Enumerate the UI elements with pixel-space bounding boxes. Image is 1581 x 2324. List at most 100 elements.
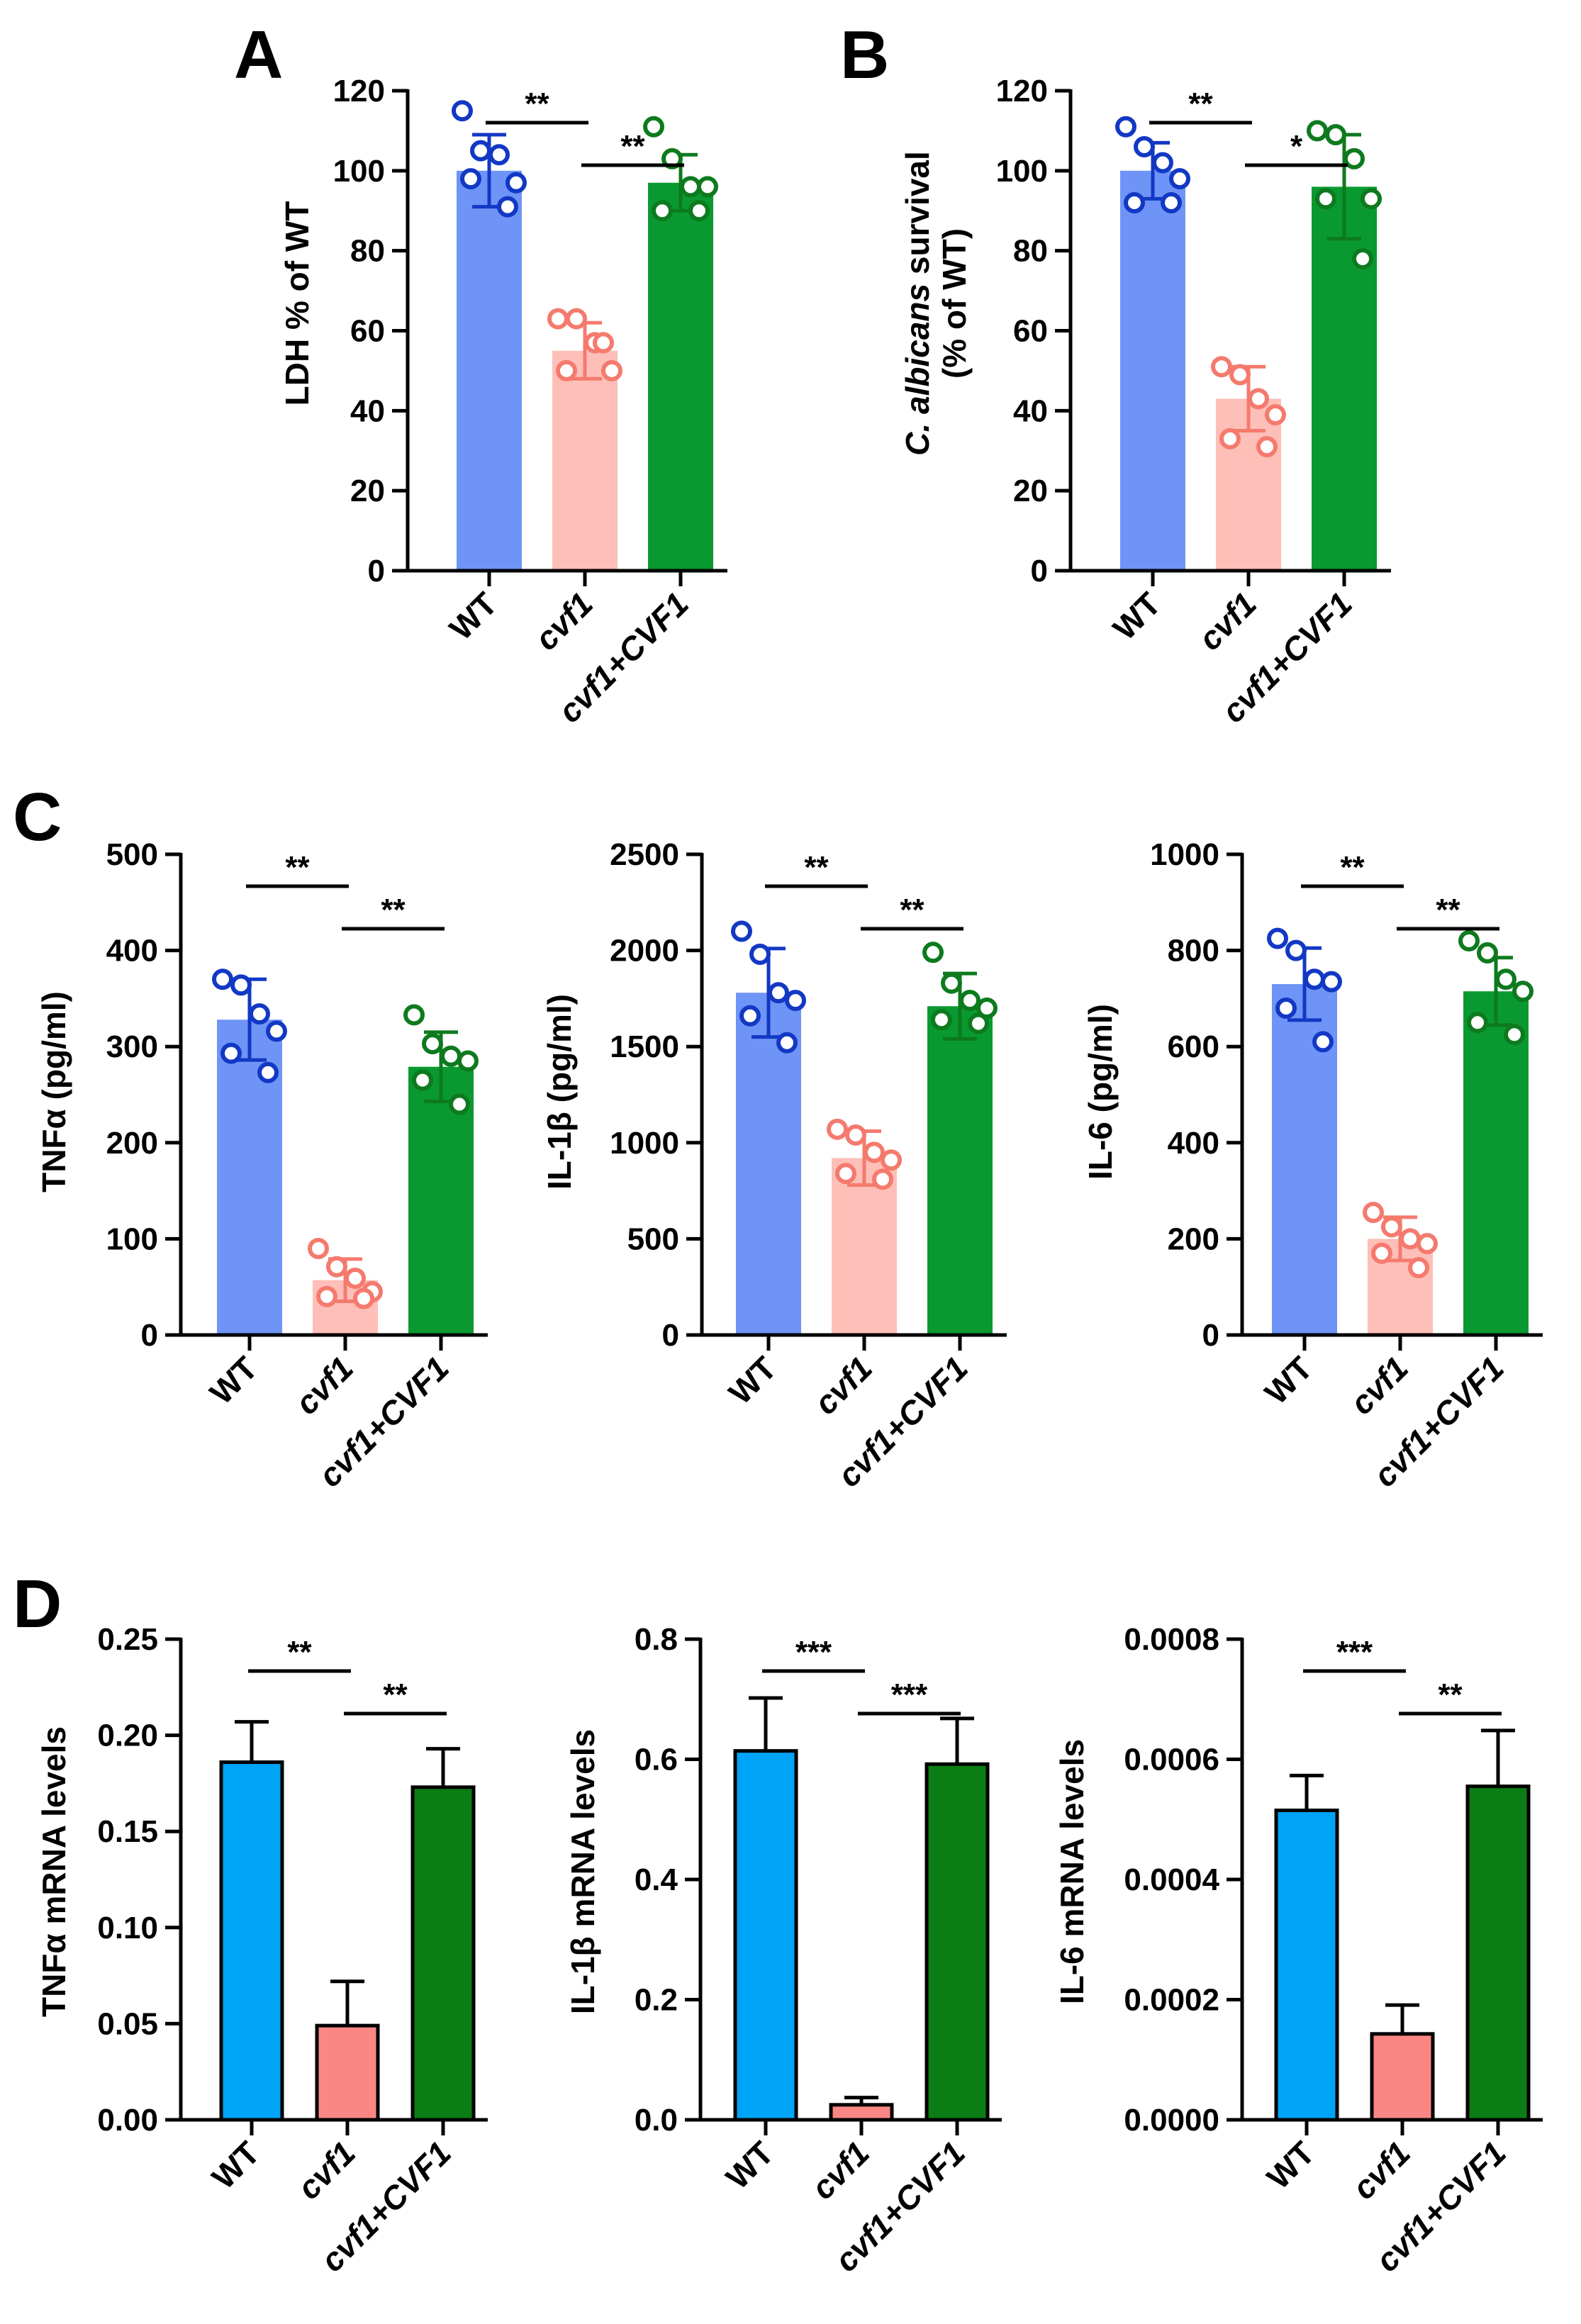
significance-label: ***	[891, 1677, 928, 1712]
x-category-label: cvf1	[527, 585, 600, 657]
data-point	[1315, 188, 1336, 210]
data-point	[749, 944, 771, 966]
data-point	[1400, 1228, 1421, 1250]
significance-label: **	[381, 893, 406, 927]
y-tick-label: 200	[1168, 1222, 1219, 1256]
data-point	[353, 1287, 374, 1309]
y-tick-label: 0.0002	[1124, 1983, 1219, 2018]
data-point	[643, 116, 664, 138]
y-tick-label: 0.0006	[1124, 1743, 1219, 1777]
data-point	[547, 308, 569, 330]
data-point	[593, 332, 614, 354]
data-point	[505, 172, 527, 194]
significance-label: **	[620, 129, 645, 164]
data-point	[566, 308, 587, 330]
bar-cvf1-cvf1	[924, 1762, 990, 2122]
y-tick-label: 60	[1013, 314, 1048, 349]
data-point	[1504, 1024, 1525, 1046]
y-tick-label: 0	[1202, 1318, 1219, 1353]
x-category-label: WT	[442, 585, 504, 647]
y-axis-label: IL-6 (pg/ml)	[1082, 1004, 1119, 1180]
panel-letter: A	[234, 17, 283, 93]
y-tick-label: 200	[106, 1126, 158, 1161]
significance-label: **	[900, 893, 924, 927]
y-tick-label: 300	[106, 1029, 158, 1064]
significance-label: **	[1340, 850, 1365, 885]
data-point	[403, 1004, 425, 1026]
y-tick-label: 20	[350, 474, 385, 508]
significance-label: **	[1188, 86, 1213, 121]
y-tick-label: 2000	[610, 934, 679, 968]
data-point	[449, 1093, 470, 1115]
x-category-label: cvf1	[1345, 2134, 1417, 2206]
y-tick-label: 120	[333, 74, 385, 108]
bar-cvf1	[315, 2023, 380, 2122]
significance-label: ***	[1336, 1635, 1373, 1670]
data-point	[1134, 135, 1155, 157]
y-tick-label: 0	[662, 1318, 679, 1353]
y-tick-label: 80	[350, 234, 385, 269]
y-tick-label: 40	[1013, 393, 1048, 428]
data-point	[688, 200, 710, 222]
y-tick-label: 0.0004	[1124, 1862, 1219, 1897]
data-point	[739, 1005, 761, 1027]
data-point	[266, 1020, 287, 1042]
panel-letter: D	[13, 1566, 62, 1642]
y-tick-label: 0.4	[635, 1862, 678, 1897]
significance-label: **	[1438, 1677, 1463, 1712]
data-point	[556, 359, 577, 381]
data-point	[731, 920, 752, 942]
data-point	[835, 1163, 856, 1185]
data-point	[488, 144, 510, 166]
data-point	[1363, 1202, 1384, 1224]
y-tick-label: 1000	[1150, 837, 1219, 872]
data-point	[308, 1237, 329, 1259]
y-axis-label: LDH % of WT	[279, 201, 315, 406]
data-point	[1275, 997, 1297, 1019]
data-point	[968, 1012, 989, 1034]
y-tick-label: 0.0000	[1124, 2103, 1219, 2138]
data-point	[1325, 124, 1346, 146]
data-point	[1477, 942, 1498, 963]
bar-wt	[219, 1760, 284, 2122]
bar-cvf1-cvf1	[1312, 186, 1377, 571]
significance-label: **	[1436, 893, 1460, 927]
y-tick-label: 0.8	[635, 1622, 678, 1657]
y-tick-label: 100	[333, 154, 385, 189]
significance-label: *	[1290, 129, 1303, 164]
y-tick-label: 60	[350, 314, 385, 349]
data-point	[460, 168, 481, 190]
data-point	[1361, 188, 1382, 210]
y-tick-label: 40	[350, 393, 385, 428]
bar-cvf1	[552, 350, 618, 571]
data-point	[1124, 191, 1145, 213]
bar-cvf1	[1370, 2032, 1435, 2122]
significance-label: ***	[795, 1635, 832, 1670]
y-tick-label: 2500	[610, 837, 679, 872]
data-point	[1512, 981, 1533, 1002]
y-tick-label: 800	[1168, 934, 1219, 968]
x-category-label: cvf1	[290, 2134, 362, 2206]
y-tick-label: 0	[141, 1318, 158, 1353]
y-tick-label: 100	[996, 154, 1048, 189]
data-point	[652, 200, 673, 222]
data-point	[1495, 968, 1516, 990]
x-category-label: cvf1	[804, 2134, 876, 2206]
data-point	[768, 982, 789, 1004]
data-point	[785, 990, 806, 1012]
y-axis-label: TNFα mRNA levels	[35, 1726, 72, 2017]
y-tick-label: 500	[627, 1222, 679, 1256]
data-point	[941, 972, 962, 994]
y-tick-label: 500	[106, 837, 158, 872]
data-point	[345, 1267, 366, 1289]
y-tick-label: 0.0	[635, 2103, 678, 2138]
bar-wt	[1120, 170, 1185, 571]
panel-letter: C	[13, 779, 62, 855]
significance-label: **	[804, 850, 829, 885]
data-point	[1256, 436, 1278, 458]
data-point	[249, 1003, 270, 1025]
